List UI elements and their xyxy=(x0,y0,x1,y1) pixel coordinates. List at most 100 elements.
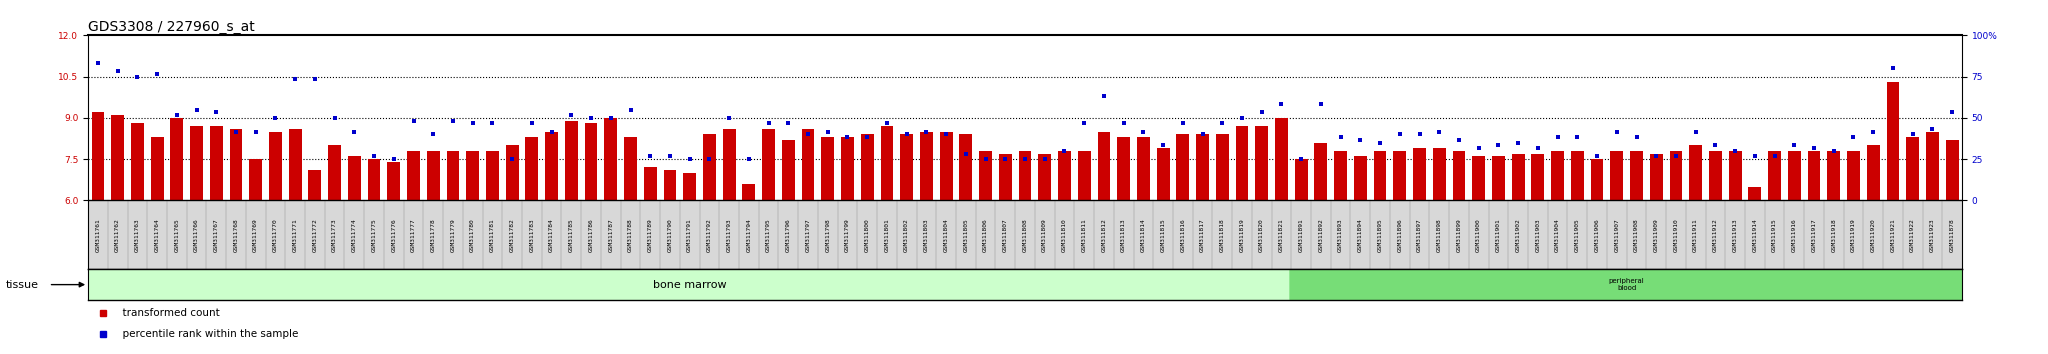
Point xyxy=(1225,115,1257,121)
Text: GSM311781: GSM311781 xyxy=(489,218,496,252)
Point xyxy=(1462,145,1495,151)
Bar xyxy=(1591,159,1604,200)
Text: GSM311821: GSM311821 xyxy=(1278,218,1284,252)
Text: GSM311892: GSM311892 xyxy=(1319,218,1323,252)
Text: GSM311777: GSM311777 xyxy=(412,218,416,252)
Bar xyxy=(526,137,539,200)
Bar xyxy=(842,137,854,200)
Point xyxy=(1423,129,1456,135)
Point xyxy=(831,134,864,140)
Bar xyxy=(723,129,735,200)
Bar xyxy=(901,135,913,200)
Point xyxy=(1837,134,1870,140)
Point xyxy=(1067,120,1100,126)
Text: GSM311772: GSM311772 xyxy=(313,218,317,252)
Text: GSM311815: GSM311815 xyxy=(1161,218,1165,252)
Text: GSM311800: GSM311800 xyxy=(864,218,870,252)
Text: GSM311901: GSM311901 xyxy=(1495,218,1501,252)
Bar xyxy=(782,140,795,200)
Bar xyxy=(1315,143,1327,200)
Text: GSM311778: GSM311778 xyxy=(430,218,436,252)
Text: tissue: tissue xyxy=(6,280,39,290)
Bar xyxy=(743,184,756,200)
Bar xyxy=(1255,126,1268,200)
Bar xyxy=(1788,151,1800,200)
Point xyxy=(733,156,766,162)
Bar xyxy=(209,126,223,200)
Point xyxy=(1028,156,1061,162)
Text: GSM311796: GSM311796 xyxy=(786,218,791,252)
Text: GSM311919: GSM311919 xyxy=(1851,218,1855,252)
Bar xyxy=(1434,148,1446,200)
Text: GSM311878: GSM311878 xyxy=(1950,218,1954,252)
Point xyxy=(1008,156,1040,162)
Bar xyxy=(1550,151,1565,200)
Bar xyxy=(1393,151,1407,200)
Point xyxy=(870,120,903,126)
Text: GSM311767: GSM311767 xyxy=(213,218,219,252)
Point xyxy=(1659,154,1692,159)
Point xyxy=(1817,148,1849,154)
Bar xyxy=(1473,156,1485,200)
Text: GSM311923: GSM311923 xyxy=(1929,218,1935,252)
Text: GDS3308 / 227960_s_at: GDS3308 / 227960_s_at xyxy=(88,21,254,34)
Bar xyxy=(1413,148,1425,200)
Text: GSM311809: GSM311809 xyxy=(1042,218,1047,252)
Text: GSM311902: GSM311902 xyxy=(1516,218,1522,252)
Bar xyxy=(1827,151,1841,200)
Text: GSM311807: GSM311807 xyxy=(1004,218,1008,252)
Text: GSM311922: GSM311922 xyxy=(1911,218,1915,252)
Bar xyxy=(860,135,874,200)
Bar xyxy=(190,126,203,200)
Point xyxy=(1167,120,1200,126)
Bar xyxy=(1708,151,1722,200)
Bar xyxy=(426,151,440,200)
Text: GSM311818: GSM311818 xyxy=(1221,218,1225,252)
Bar xyxy=(625,137,637,200)
Bar xyxy=(881,126,893,200)
Bar xyxy=(1137,137,1149,200)
Text: GSM311905: GSM311905 xyxy=(1575,218,1579,252)
Bar xyxy=(506,145,518,200)
Point xyxy=(1087,93,1120,99)
Point xyxy=(752,120,784,126)
Point xyxy=(100,68,133,74)
Text: GSM311771: GSM311771 xyxy=(293,218,297,252)
Point xyxy=(575,115,608,121)
Text: GSM311819: GSM311819 xyxy=(1239,218,1245,252)
Bar xyxy=(762,129,774,200)
Bar xyxy=(1749,187,1761,200)
Text: GSM311903: GSM311903 xyxy=(1536,218,1540,252)
Point xyxy=(1343,137,1376,143)
Text: GSM311766: GSM311766 xyxy=(195,218,199,252)
Bar xyxy=(1452,151,1466,200)
Bar xyxy=(309,170,322,200)
Text: GSM311801: GSM311801 xyxy=(885,218,889,252)
Text: GSM311820: GSM311820 xyxy=(1260,218,1264,252)
Text: GSM311898: GSM311898 xyxy=(1438,218,1442,252)
Text: GSM311896: GSM311896 xyxy=(1397,218,1403,252)
Bar xyxy=(979,151,991,200)
Point xyxy=(82,60,115,66)
Bar xyxy=(1571,151,1583,200)
Point xyxy=(1917,126,1950,132)
Text: GSM311769: GSM311769 xyxy=(254,218,258,252)
Bar xyxy=(684,173,696,200)
Point xyxy=(457,120,489,126)
Text: GSM311895: GSM311895 xyxy=(1378,218,1382,252)
Point xyxy=(279,76,311,82)
Point xyxy=(160,112,193,118)
Bar xyxy=(1374,151,1386,200)
Bar xyxy=(467,151,479,200)
Bar xyxy=(1235,126,1249,200)
Bar xyxy=(348,156,360,200)
Point xyxy=(1266,101,1298,107)
Point xyxy=(1325,134,1358,140)
Point xyxy=(397,118,430,124)
Bar xyxy=(1493,156,1505,200)
Point xyxy=(201,109,233,115)
Point xyxy=(358,154,391,159)
Text: GSM311893: GSM311893 xyxy=(1337,218,1343,252)
Point xyxy=(1599,129,1632,135)
Text: GSM311768: GSM311768 xyxy=(233,218,238,252)
